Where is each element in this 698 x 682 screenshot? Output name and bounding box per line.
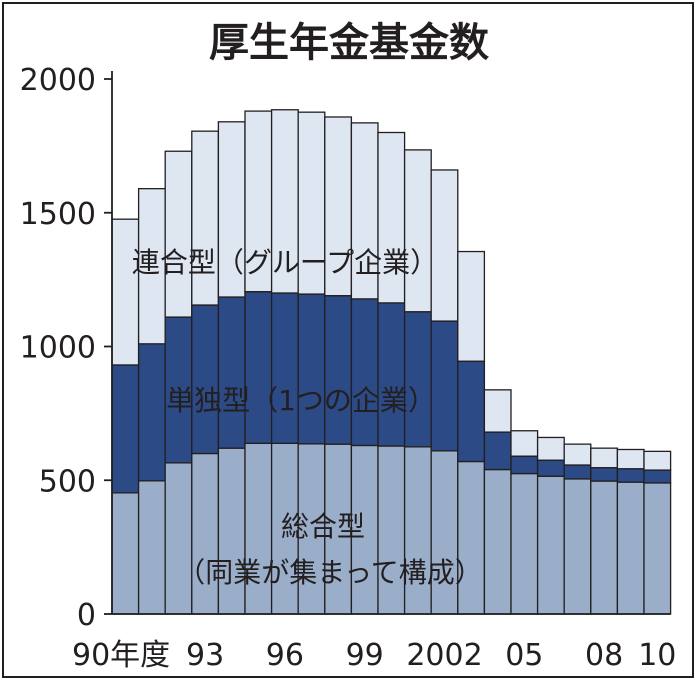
- bar-tandoku-94: [217, 296, 246, 449]
- x-tick-label-93: 93: [186, 638, 224, 673]
- bar-tandoku-01: [403, 311, 432, 448]
- chart-title: 厚生年金基金数: [209, 20, 489, 66]
- bar-tandoku-93: [191, 304, 220, 455]
- bar-sogo-08: [590, 480, 619, 615]
- bar-rengo-92: [164, 150, 193, 318]
- bar-rengo-94: [217, 121, 246, 298]
- bar-sogo-93: [191, 452, 220, 615]
- bar-rengo-98: [324, 116, 353, 297]
- bar-tandoku-95: [244, 291, 273, 444]
- x-tick-label-02: 2002: [406, 638, 482, 673]
- bar-tandoku-03: [457, 360, 486, 463]
- bar-rengo-03: [457, 250, 486, 362]
- bar-tandoku-09: [616, 468, 645, 483]
- bar-tandoku-08: [590, 467, 619, 482]
- bar-tandoku-91: [137, 343, 166, 482]
- bar-tandoku-97: [297, 293, 326, 445]
- y-tick-label-1500: 1500: [20, 197, 96, 232]
- series-label-sogo: 総合型: [281, 510, 365, 543]
- x-axis-ticks: 90年度 93 96 99 2002 05 08 10: [72, 638, 676, 673]
- bar-sogo-07: [563, 478, 592, 615]
- y-tick-label-500: 500: [39, 464, 96, 499]
- bar-rengo-08: [590, 447, 619, 469]
- bar-rengo-90: [111, 218, 140, 366]
- bar-tandoku-07: [563, 464, 592, 480]
- x-tick-label-99: 99: [346, 638, 384, 673]
- y-tick-label-1000: 1000: [20, 331, 96, 366]
- bar-sogo-95: [244, 442, 273, 615]
- bar-rengo-07: [563, 443, 592, 466]
- bar-sogo-2000: [377, 445, 406, 615]
- bar-tandoku-04: [483, 431, 512, 471]
- bar-sogo-96: [270, 442, 299, 615]
- bar-sogo-09: [616, 481, 645, 615]
- series-label-rengo: 連合型（グループ企業）: [132, 246, 438, 279]
- bar-sogo-98: [324, 443, 353, 615]
- bar-rengo-95: [244, 110, 273, 293]
- y-tick-label-0: 0: [77, 598, 96, 633]
- bar-tandoku-2000: [377, 302, 406, 447]
- x-tick-label-90: 90年度: [72, 638, 170, 673]
- bar-sogo-05: [510, 472, 539, 615]
- bar-sogo-10: [643, 482, 672, 615]
- bar-rengo-04: [483, 389, 512, 433]
- bar-rengo-06: [536, 436, 565, 461]
- y-tick-label-2000: 2000: [20, 63, 96, 98]
- x-tick-label-96: 96: [266, 638, 304, 673]
- bar-rengo-96: [270, 109, 299, 294]
- bar-tandoku-05: [510, 455, 539, 475]
- bar-sogo-02: [430, 450, 459, 615]
- x-tick-label-10: 10: [638, 638, 676, 673]
- bar-rengo-10: [643, 450, 672, 471]
- y-axis: 0 500 1000 1500 2000: [20, 63, 671, 633]
- bar-tandoku-06: [536, 459, 565, 477]
- bar-sogo-94: [217, 447, 246, 615]
- bar-tandoku-98: [324, 295, 353, 445]
- series-label-tandoku: 単独型（1つの企業）: [166, 384, 436, 417]
- bar-rengo-2000: [377, 131, 406, 304]
- bar-rengo-01: [403, 149, 432, 313]
- bar-rengo-05: [510, 430, 539, 457]
- bar-sogo-03: [457, 460, 486, 615]
- series-label-sogo-note: （同業が集まって構成）: [177, 556, 482, 589]
- x-tick-label-05: 05: [505, 638, 543, 673]
- bar-sogo-01: [403, 446, 432, 615]
- bar-tandoku-10: [643, 469, 672, 484]
- bar-rengo-09: [616, 448, 645, 470]
- bar-rengo-02: [430, 169, 459, 322]
- bar-sogo-04: [483, 468, 512, 615]
- bar-tandoku-90: [111, 364, 140, 494]
- bar-rengo-91: [137, 188, 166, 345]
- bar-sogo-97: [297, 443, 326, 615]
- bar-sogo-92: [164, 462, 193, 615]
- bar-sogo-90: [111, 492, 140, 615]
- x-tick-label-08: 08: [585, 638, 623, 673]
- bars-group: [111, 109, 672, 615]
- bar-tandoku-02: [430, 320, 459, 452]
- series-labels: 連合型（グループ企業） 単独型（1つの企業） 総合型 （同業が集まって構成）: [132, 246, 483, 589]
- bar-tandoku-96: [270, 292, 299, 444]
- bar-tandoku-99: [350, 298, 379, 447]
- bar-sogo-06: [536, 475, 565, 615]
- bar-sogo-91: [137, 480, 166, 615]
